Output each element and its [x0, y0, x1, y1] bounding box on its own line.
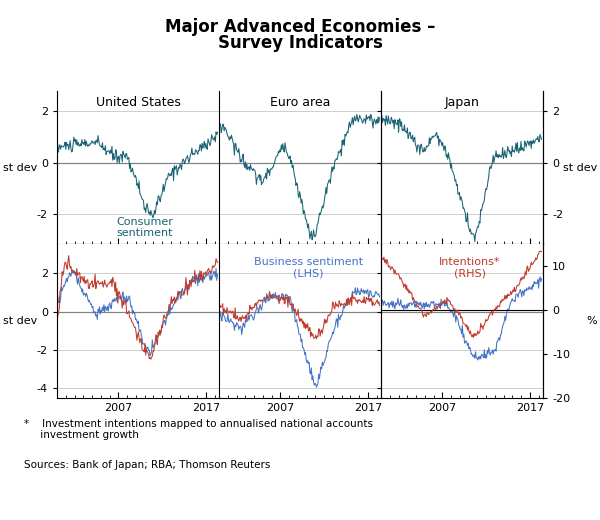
- Text: *    Investment intentions mapped to annualised national accounts
     investmen: * Investment intentions mapped to annual…: [24, 419, 373, 440]
- Text: st dev: st dev: [3, 163, 37, 173]
- Text: Survey Indicators: Survey Indicators: [218, 34, 382, 52]
- Text: Intentions*
(RHS): Intentions* (RHS): [439, 257, 501, 278]
- Text: Sources: Bank of Japan; RBA; Thomson Reuters: Sources: Bank of Japan; RBA; Thomson Reu…: [24, 460, 271, 470]
- Text: Consumer
sentiment: Consumer sentiment: [116, 217, 173, 238]
- Text: Major Advanced Economies –: Major Advanced Economies –: [165, 18, 435, 36]
- Text: st dev: st dev: [3, 316, 37, 326]
- Text: %: %: [586, 316, 597, 326]
- Text: Japan: Japan: [445, 96, 479, 109]
- Text: United States: United States: [95, 96, 181, 109]
- Text: Business sentiment
(LHS): Business sentiment (LHS): [254, 257, 362, 278]
- Text: Euro area: Euro area: [270, 96, 330, 109]
- Text: st dev: st dev: [563, 163, 597, 173]
